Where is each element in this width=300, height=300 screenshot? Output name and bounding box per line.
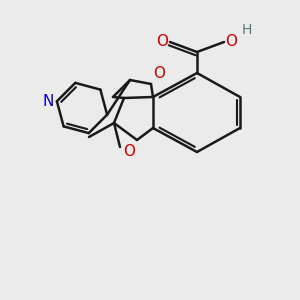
Text: O: O [156, 34, 168, 50]
Text: O: O [153, 66, 165, 81]
Text: N: N [43, 94, 54, 109]
Text: O: O [123, 144, 135, 159]
Text: H: H [242, 23, 252, 37]
Text: O: O [225, 34, 237, 50]
